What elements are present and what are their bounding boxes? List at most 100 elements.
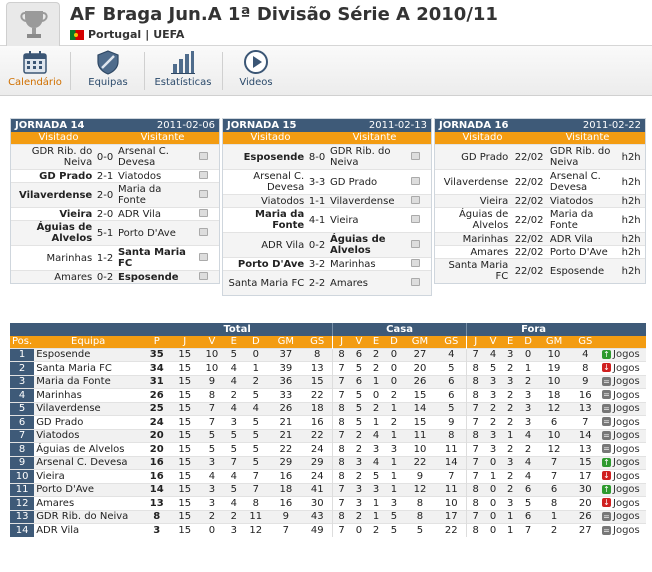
- match-row[interactable]: Vilaverdense 2-0 Maria da Fonte: [11, 182, 219, 207]
- home-team[interactable]: Águias de Alvelos: [458, 209, 509, 231]
- match-score[interactable]: 2-0: [96, 208, 114, 220]
- match-row[interactable]: Santa Maria FC 22/02 Esposende h2h: [435, 258, 645, 283]
- match-score[interactable]: 22/02: [514, 214, 544, 226]
- home-team[interactable]: GD Prado: [39, 170, 93, 182]
- away-team[interactable]: GDR Rib. do Neiva: [329, 146, 391, 168]
- tv-icon[interactable]: [198, 271, 208, 280]
- tv-icon[interactable]: [410, 277, 420, 286]
- match-row[interactable]: Vilaverdense 22/02 Arsenal C. Devesa h2h: [435, 169, 645, 194]
- match-score[interactable]: 22/02: [514, 233, 544, 245]
- away-team[interactable]: Amares: [329, 277, 368, 289]
- away-team[interactable]: Viatodos: [117, 170, 162, 182]
- tv-icon[interactable]: [410, 195, 420, 204]
- team-name[interactable]: Porto D'Ave: [34, 482, 143, 497]
- team-name[interactable]: Santa Maria FC: [34, 361, 143, 375]
- home-team[interactable]: Arsenal C. Devesa: [253, 171, 305, 193]
- match-score[interactable]: 1-1: [308, 195, 326, 207]
- match-row[interactable]: GDR Rib. do Neiva 0-0 Arsenal C. Devesa: [11, 144, 219, 169]
- team-name[interactable]: GDR Rib. do Neiva: [34, 509, 143, 524]
- jogos-link[interactable]: Jogos: [613, 511, 640, 523]
- match-row[interactable]: Marinhas 1-2 Santa Maria FC: [11, 245, 219, 270]
- home-team[interactable]: Vilaverdense: [443, 176, 509, 188]
- country-link[interactable]: Portugal: [88, 28, 142, 41]
- team-name[interactable]: ADR Vila: [34, 523, 143, 537]
- match-score[interactable]: 0-0: [96, 151, 114, 163]
- away-team[interactable]: ADR Vila: [549, 233, 593, 245]
- home-team[interactable]: Esposende: [243, 151, 305, 163]
- team-name[interactable]: Águias de Alvelos: [34, 442, 143, 456]
- home-team[interactable]: Santa Maria FC: [228, 277, 305, 289]
- match-score[interactable]: 22/02: [514, 246, 544, 258]
- match-score[interactable]: 1-2: [96, 252, 114, 264]
- match-score[interactable]: 8-0: [308, 151, 326, 163]
- away-team[interactable]: Esposende: [549, 265, 605, 277]
- jogos-link[interactable]: Jogos: [613, 349, 640, 361]
- match-row[interactable]: Maria da Fonte 4-1 Vieira: [223, 207, 431, 232]
- h2h-link[interactable]: h2h: [621, 151, 641, 163]
- h2h-link[interactable]: h2h: [621, 176, 641, 188]
- match-score[interactable]: 3-2: [308, 258, 326, 270]
- away-team[interactable]: Vieira: [329, 214, 359, 226]
- jogos-link[interactable]: Jogos: [613, 416, 640, 428]
- jogos-link[interactable]: Jogos: [613, 403, 640, 415]
- match-row[interactable]: Arsenal C. Devesa 3-3 GD Prado: [223, 169, 431, 194]
- match-score[interactable]: 4-1: [308, 214, 326, 226]
- away-team[interactable]: GDR Rib. do Neiva: [549, 146, 611, 168]
- h2h-link[interactable]: h2h: [621, 195, 641, 207]
- away-team[interactable]: Porto D'Ave: [549, 246, 608, 258]
- away-team[interactable]: Viatodos: [549, 195, 594, 207]
- team-name[interactable]: Maria da Fonte: [34, 374, 143, 389]
- team-name[interactable]: Vilaverdense: [34, 401, 143, 416]
- jogos-link[interactable]: Jogos: [613, 389, 640, 401]
- home-team[interactable]: Vieira: [59, 208, 93, 220]
- team-name[interactable]: GD Prado: [34, 415, 143, 429]
- h2h-link[interactable]: h2h: [621, 246, 641, 258]
- away-team[interactable]: Arsenal C. Devesa: [549, 171, 601, 193]
- match-row[interactable]: Amares 22/02 Porto D'Ave h2h: [435, 245, 645, 258]
- away-team[interactable]: ADR Vila: [117, 208, 161, 220]
- jogos-link[interactable]: Jogos: [613, 443, 640, 455]
- match-row[interactable]: Santa Maria FC 2-2 Amares: [223, 270, 431, 295]
- tv-icon[interactable]: [410, 214, 420, 223]
- match-score[interactable]: 22/02: [514, 265, 544, 277]
- away-team[interactable]: Vilaverdense: [329, 195, 395, 207]
- tv-icon[interactable]: [198, 252, 208, 261]
- home-team[interactable]: Vilaverdense: [19, 189, 93, 201]
- tv-icon[interactable]: [198, 189, 208, 198]
- h2h-link[interactable]: h2h: [621, 233, 641, 245]
- team-name[interactable]: Viatodos: [34, 428, 143, 443]
- match-row[interactable]: Marinhas 22/02 ADR Vila h2h: [435, 232, 645, 245]
- team-name[interactable]: Arsenal C. Devesa: [34, 455, 143, 470]
- tv-icon[interactable]: [410, 239, 420, 248]
- home-team[interactable]: Vieira: [479, 195, 509, 207]
- home-team[interactable]: ADR Vila: [261, 239, 305, 251]
- away-team[interactable]: Maria da Fonte: [117, 184, 162, 206]
- tv-icon[interactable]: [410, 151, 420, 160]
- confed-link[interactable]: UEFA: [153, 28, 185, 41]
- jogos-link[interactable]: Jogos: [613, 470, 640, 482]
- jogos-link[interactable]: Jogos: [613, 484, 640, 496]
- team-name[interactable]: Marinhas: [34, 388, 143, 402]
- match-row[interactable]: Águias de Alvelos 5-1 Porto D'Ave: [11, 220, 219, 245]
- match-row[interactable]: GD Prado 2-1 Viatodos: [11, 169, 219, 182]
- match-row[interactable]: Águias de Alvelos 22/02 Maria da Fonte h…: [435, 207, 645, 232]
- match-score[interactable]: 0-2: [308, 239, 326, 251]
- tv-icon[interactable]: [198, 170, 208, 179]
- home-team[interactable]: Porto D'Ave: [237, 258, 305, 270]
- match-row[interactable]: Esposende 8-0 GDR Rib. do Neiva: [223, 144, 431, 169]
- nav-videos[interactable]: Videos: [230, 48, 282, 88]
- h2h-link[interactable]: h2h: [621, 214, 641, 226]
- home-team[interactable]: Maria da Fonte: [255, 209, 305, 231]
- home-team[interactable]: Amares: [54, 271, 93, 283]
- match-score[interactable]: 22/02: [514, 176, 544, 188]
- away-team[interactable]: Esposende: [117, 271, 179, 283]
- match-score[interactable]: 2-1: [96, 170, 114, 182]
- jogos-link[interactable]: Jogos: [613, 457, 640, 469]
- tv-icon[interactable]: [198, 151, 208, 160]
- away-team[interactable]: Maria da Fonte: [549, 209, 594, 231]
- match-score[interactable]: 5-1: [96, 227, 114, 239]
- tv-icon[interactable]: [198, 208, 208, 217]
- home-team[interactable]: Marinhas: [46, 252, 93, 264]
- h2h-link[interactable]: h2h: [621, 265, 641, 277]
- match-score[interactable]: 0-2: [96, 271, 114, 283]
